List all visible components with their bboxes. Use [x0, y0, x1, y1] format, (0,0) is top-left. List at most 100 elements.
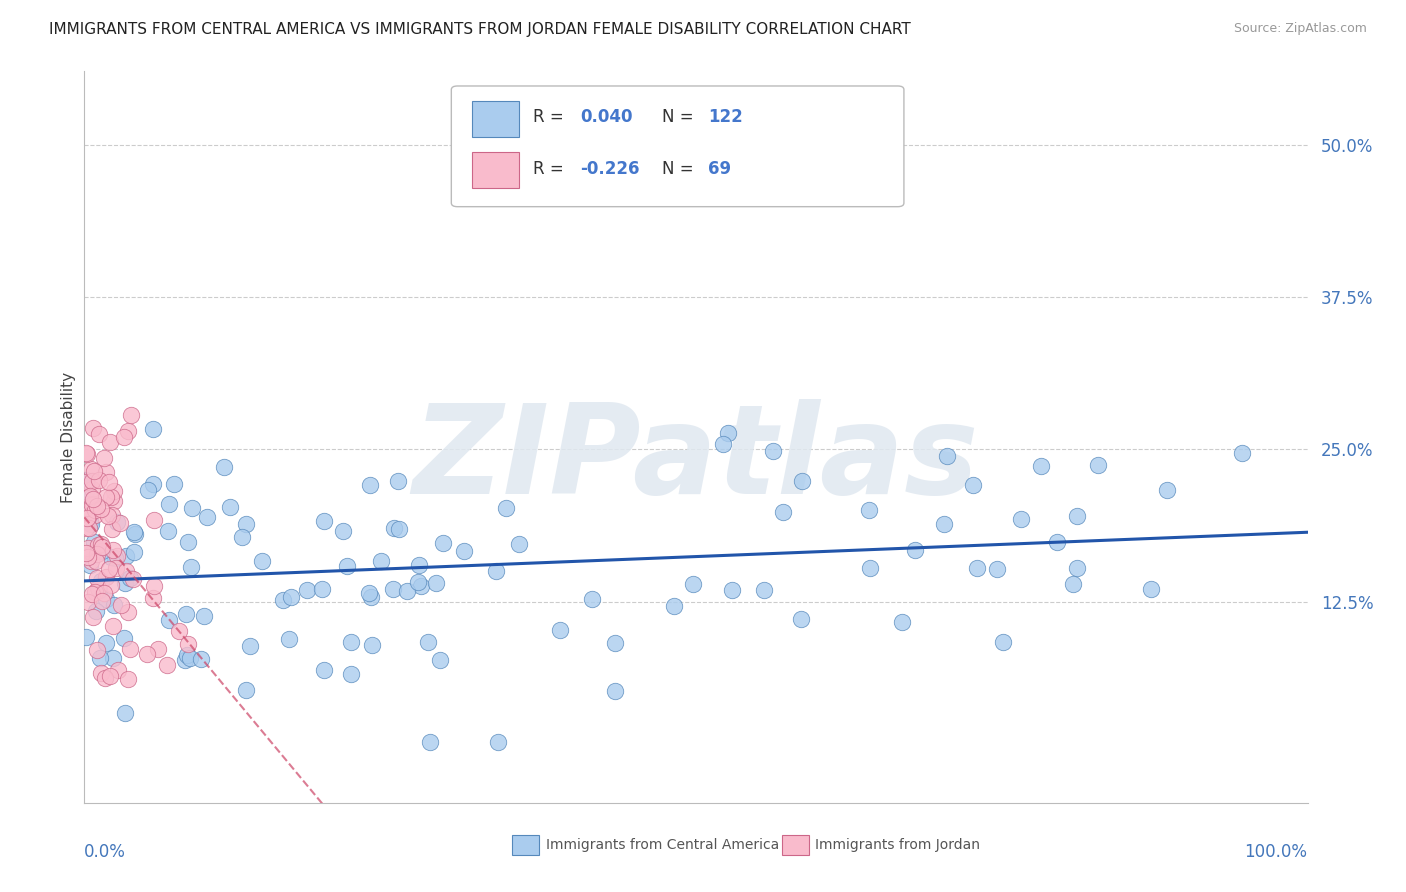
Text: N =: N =	[662, 160, 699, 178]
Point	[75, 475, 97, 489]
Point	[87, 538, 110, 552]
Point	[80, 546, 103, 560]
Point	[83, 535, 105, 549]
Point	[76, 595, 98, 609]
Point	[453, 544, 475, 558]
Point	[103, 483, 125, 498]
Point	[87, 538, 110, 552]
Point	[146, 642, 169, 657]
Point	[103, 651, 125, 665]
Point	[101, 508, 124, 523]
Point	[1156, 483, 1178, 497]
Point	[84, 604, 107, 618]
Point	[117, 672, 139, 686]
Point	[408, 558, 430, 572]
Point	[75, 501, 97, 516]
Point	[79, 558, 101, 572]
Point	[250, 554, 273, 568]
Point	[789, 612, 811, 626]
Point	[717, 425, 740, 440]
Point	[174, 652, 197, 666]
Point	[90, 540, 112, 554]
Point	[89, 651, 111, 665]
Point	[97, 562, 120, 576]
Point	[359, 586, 381, 600]
Point	[858, 503, 880, 517]
Point	[108, 516, 131, 530]
Point	[98, 475, 121, 489]
Point	[662, 599, 685, 613]
Point	[101, 523, 124, 537]
Point	[1031, 458, 1053, 473]
Point	[962, 478, 984, 492]
Point	[105, 560, 128, 574]
Point	[75, 630, 97, 644]
Point	[90, 665, 112, 680]
Point	[752, 583, 775, 598]
Point	[142, 422, 165, 436]
Point	[120, 408, 142, 422]
Point	[75, 484, 97, 499]
Text: 0.040: 0.040	[579, 109, 633, 127]
Point	[82, 498, 104, 512]
Point	[966, 560, 988, 574]
Point	[87, 583, 110, 598]
Point	[163, 476, 186, 491]
Point	[79, 549, 101, 564]
Point	[1010, 511, 1032, 525]
Point	[114, 565, 136, 579]
Point	[76, 448, 98, 462]
Point	[425, 576, 447, 591]
Point	[103, 494, 125, 508]
Point	[82, 421, 104, 435]
Point	[93, 451, 115, 466]
Text: 122: 122	[709, 109, 742, 127]
Point	[83, 465, 105, 479]
Point	[79, 516, 101, 530]
Point	[75, 546, 97, 560]
Point	[935, 449, 957, 463]
Point	[87, 581, 110, 595]
Point	[416, 634, 439, 648]
Point	[986, 562, 1008, 576]
Point	[859, 560, 882, 574]
Point	[105, 515, 128, 529]
Point	[87, 473, 110, 487]
Point	[314, 514, 336, 528]
Point	[429, 653, 451, 667]
Point	[112, 632, 135, 646]
Point	[107, 663, 129, 677]
Point	[432, 535, 454, 549]
FancyBboxPatch shape	[472, 152, 519, 188]
FancyBboxPatch shape	[513, 835, 540, 855]
Point	[419, 735, 441, 749]
Point	[406, 574, 429, 589]
Text: ZIPatlas: ZIPatlas	[413, 399, 979, 519]
Point	[75, 474, 97, 488]
Point	[122, 544, 145, 558]
Point	[340, 635, 363, 649]
Point	[387, 475, 409, 489]
Point	[80, 474, 103, 488]
Point	[84, 585, 107, 599]
Point	[157, 524, 180, 538]
Text: R =: R =	[533, 109, 569, 127]
Point	[370, 554, 392, 568]
Point	[239, 640, 262, 654]
Point	[75, 520, 97, 534]
Point	[721, 583, 744, 598]
Point	[87, 427, 110, 442]
Point	[143, 579, 166, 593]
Point	[101, 542, 124, 557]
Point	[121, 573, 143, 587]
Point	[90, 501, 112, 516]
Point	[932, 516, 955, 531]
Point	[197, 510, 219, 524]
Point	[311, 582, 333, 596]
Point	[93, 585, 115, 599]
Point	[114, 575, 136, 590]
Point	[76, 511, 98, 525]
Point	[114, 706, 136, 721]
Point	[79, 516, 101, 531]
Point	[891, 615, 914, 629]
